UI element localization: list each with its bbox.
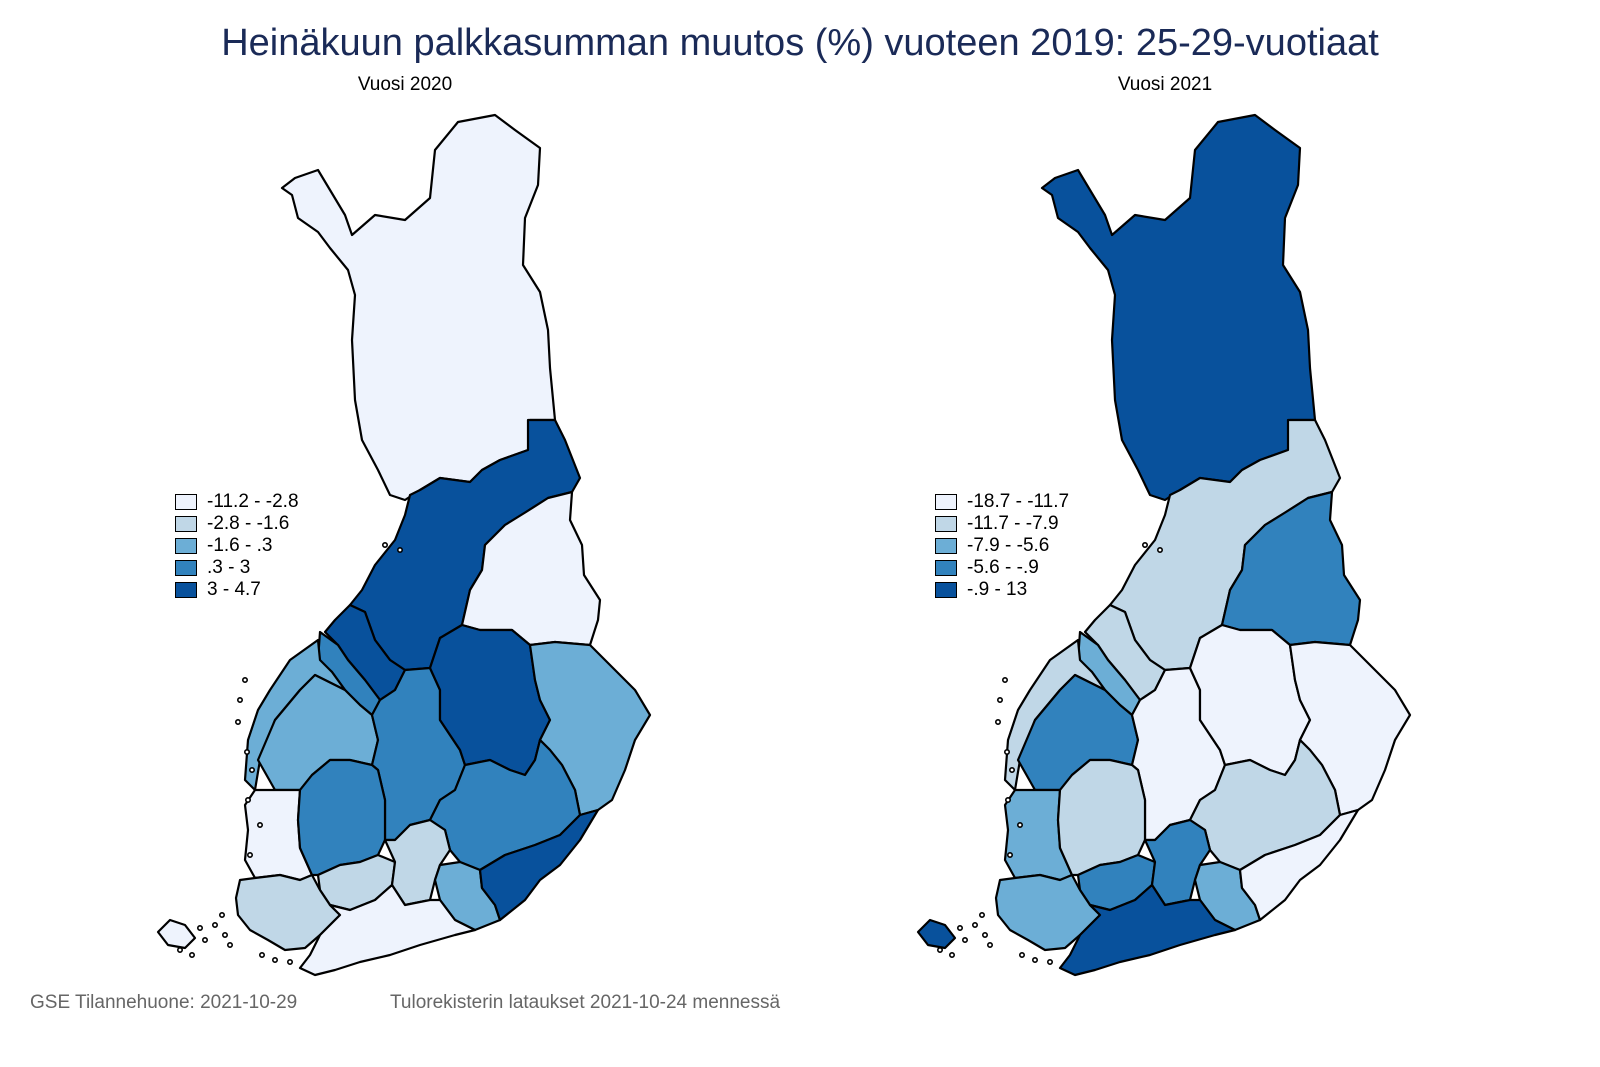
islet (1018, 951, 1025, 958)
legend-item: -11.2 - -2.8 (175, 491, 299, 513)
islet (1009, 766, 1016, 773)
legend-swatch (935, 494, 957, 510)
legend-label: -7.9 - -5.6 (967, 535, 1050, 556)
legend-2021: -18.7 - -11.7 -11.7 - -7.9 -7.9 - -5.6 -… (935, 491, 1069, 601)
legend-label: -2.8 - -1.6 (207, 513, 290, 534)
islet (987, 941, 994, 948)
region-ahvenanmaa (156, 918, 197, 950)
islet (972, 921, 979, 928)
islet (247, 851, 254, 858)
islet (997, 696, 1004, 703)
islet (1016, 821, 1023, 828)
region-pirkanmaa (1056, 758, 1147, 877)
islet (1141, 541, 1148, 548)
map-2021 (916, 113, 1412, 977)
legend-item: -18.7 - -11.7 (935, 491, 1069, 513)
region-uusimaa (1058, 883, 1237, 977)
region-etela-karjala (478, 808, 600, 922)
region-etela-savo (1188, 738, 1342, 872)
legend-item: -1.6 - .3 (175, 535, 299, 557)
islet (396, 546, 403, 553)
legend-swatch (175, 538, 197, 554)
legend-label: -11.7 - -7.9 (967, 513, 1059, 534)
islet (202, 936, 209, 943)
legend-swatch (175, 582, 197, 598)
legend-item: .3 - 3 (175, 557, 299, 579)
legend-item: -.9 - 13 (935, 579, 1069, 601)
islet (242, 676, 249, 683)
legend-swatch (175, 560, 197, 576)
map-2020 (156, 113, 652, 977)
islet (1005, 796, 1012, 803)
legend-label: -1.6 - .3 (207, 535, 273, 556)
islet (227, 941, 234, 948)
region-lappi (1040, 113, 1317, 502)
islet (1004, 748, 1011, 755)
islet (256, 821, 263, 828)
islet (177, 946, 184, 953)
legend-label: -.9 - 13 (967, 579, 1028, 600)
islet (1007, 851, 1014, 858)
region-etela-karjala (1238, 808, 1360, 922)
islet (982, 931, 989, 938)
region-lappi (280, 113, 557, 502)
islet (957, 924, 964, 931)
islet (286, 958, 293, 965)
islet (235, 718, 242, 725)
legend-label: .3 - 3 (207, 557, 251, 578)
islet (1002, 676, 1009, 683)
region-uusimaa (298, 883, 477, 977)
legend-label: -5.6 - -.9 (967, 557, 1039, 578)
region-ahvenanmaa (916, 918, 957, 950)
islet (222, 931, 229, 938)
islet (212, 921, 219, 928)
legend-2020: -11.2 - -2.8 -2.8 - -1.6 -1.6 - .3 .3 - … (175, 491, 299, 601)
islet (244, 748, 251, 755)
islet (949, 951, 956, 958)
legend-item: -5.6 - -.9 (935, 557, 1069, 579)
islet (1031, 956, 1038, 963)
map-subtitle-2020: Vuosi 2020 (357, 74, 453, 95)
footer-note: Tulorekisterin lataukset 2021-10-24 menn… (390, 992, 781, 1013)
region-pirkanmaa (296, 758, 387, 877)
islet (249, 766, 256, 773)
islet (258, 951, 265, 958)
islet (245, 796, 252, 803)
footer-source: GSE Tilannehuone: 2021-10-29 (30, 992, 298, 1013)
legend-label: 3 - 4.7 (207, 579, 261, 600)
legend-item: -11.7 - -7.9 (935, 513, 1069, 535)
islet (995, 718, 1002, 725)
islet (219, 911, 226, 918)
legend-label: -18.7 - -11.7 (967, 491, 1070, 512)
map-subtitle-2021: Vuosi 2021 (1117, 74, 1213, 95)
islet (937, 946, 944, 953)
islet (979, 911, 986, 918)
islet (1156, 546, 1163, 553)
islet (1046, 958, 1053, 965)
islet (197, 924, 204, 931)
legend-item: -7.9 - -5.6 (935, 535, 1069, 557)
legend-item: 3 - 4.7 (175, 579, 299, 601)
islet (189, 951, 196, 958)
legend-swatch (935, 560, 957, 576)
legend-item: -2.8 - -1.6 (175, 513, 299, 535)
islet (962, 936, 969, 943)
legend-swatch (935, 582, 957, 598)
legend-swatch (935, 516, 957, 532)
islet (271, 956, 278, 963)
islet (381, 541, 388, 548)
page-title: Heinäkuun palkkasumman muutos (%) vuotee… (221, 22, 1379, 64)
region-etela-savo (428, 738, 582, 872)
islet (237, 696, 244, 703)
legend-swatch (175, 494, 197, 510)
legend-swatch (175, 516, 197, 532)
legend-label: -11.2 - -2.8 (207, 491, 299, 512)
legend-swatch (935, 538, 957, 554)
